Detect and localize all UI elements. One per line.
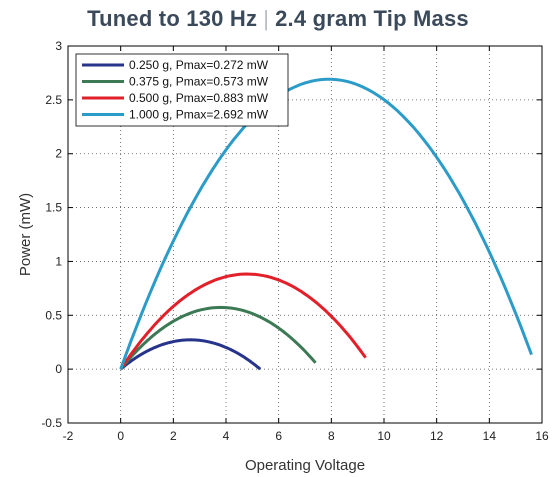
x-tick-label: 4	[223, 429, 230, 443]
x-tick-label: 14	[483, 429, 497, 443]
y-tick-label: 0	[55, 362, 62, 376]
y-axis-label: Power (mW)	[17, 193, 34, 276]
y-tick-label: 1	[55, 254, 62, 268]
legend-label: 0.375 g, Pmax=0.573 mW	[129, 75, 269, 89]
y-tick-label: 2.5	[45, 93, 62, 107]
legend-label: 0.500 g, Pmax=0.883 mW	[129, 91, 269, 105]
x-tick-label: 12	[430, 429, 444, 443]
x-tick-label: 8	[328, 429, 335, 443]
x-tick-label: 6	[275, 429, 282, 443]
x-tick-label: 16	[535, 429, 549, 443]
x-tick-label: 0	[117, 429, 124, 443]
x-tick-label: 10	[377, 429, 391, 443]
legend-label: 1.000 g, Pmax=2.692 mW	[129, 108, 269, 122]
x-tick-label: -2	[63, 429, 74, 443]
legend-label: 0.250 g, Pmax=0.272 mW	[129, 58, 269, 72]
x-tick-label: 2	[170, 429, 177, 443]
y-tick-label: -0.5	[41, 416, 62, 430]
y-tick-label: 1.5	[45, 201, 62, 215]
legend: 0.250 g, Pmax=0.272 mW 0.375 g, Pmax=0.57…	[76, 54, 288, 126]
x-axis-label: Operating Voltage	[245, 457, 365, 474]
y-tick-label: 3	[55, 39, 62, 53]
y-tick-label: 0.5	[45, 308, 62, 322]
y-tick-label: 2	[55, 147, 62, 161]
